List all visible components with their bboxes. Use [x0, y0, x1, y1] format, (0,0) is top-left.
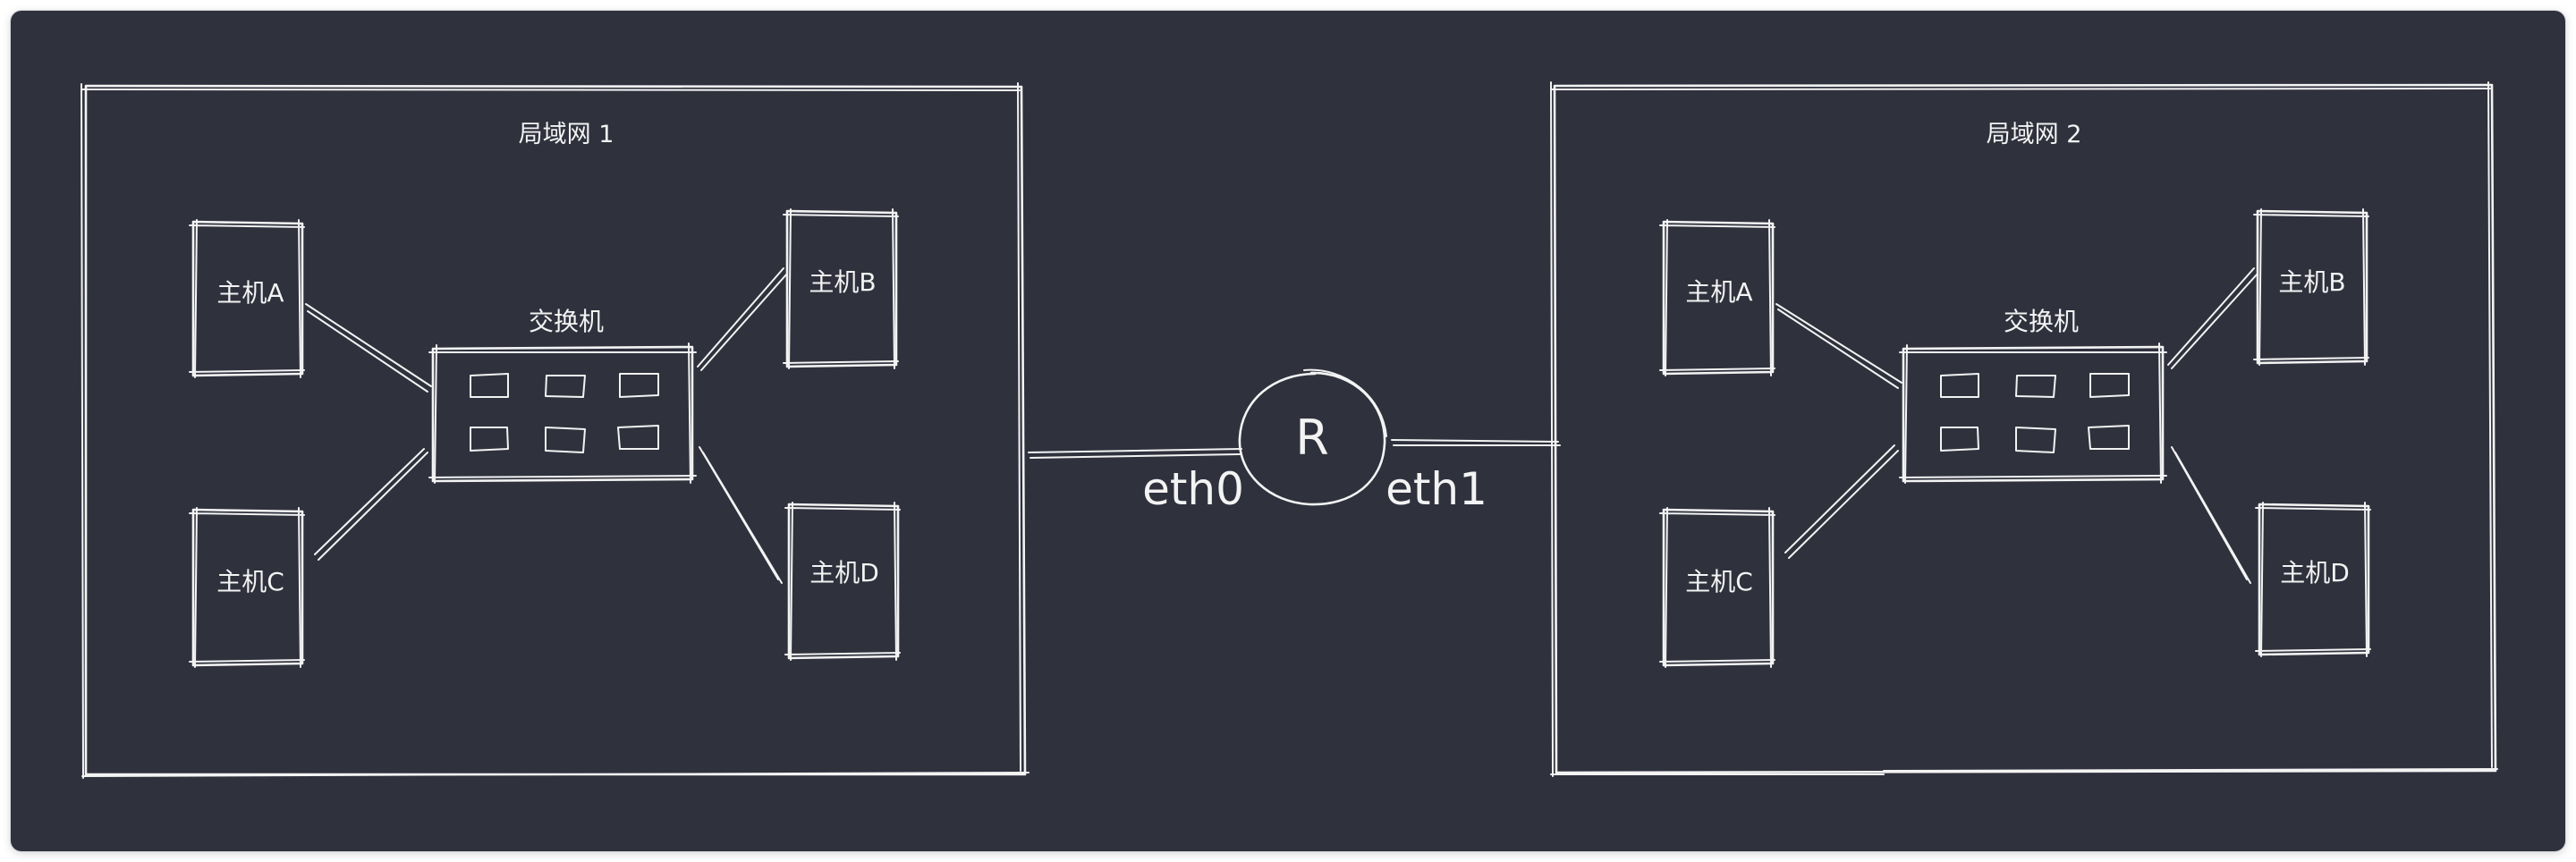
lan-1-host-d: 主机D — [784, 502, 901, 661]
lan-2: 局域网 2 交换机 主机A 主机B — [1550, 81, 2498, 777]
lan-1-border — [80, 82, 1030, 779]
lan-1-switch — [428, 342, 697, 484]
lan-2-host-a: 主机A — [1659, 219, 1775, 376]
router-node: R — [1238, 368, 1387, 506]
lan-2-host-c-label: 主机C — [1685, 567, 1753, 596]
lan-1-host-c-label: 主机C — [216, 567, 284, 596]
lan-1-host-a-label: 主机A — [216, 278, 284, 308]
lan-2-host-b: 主机B — [2253, 208, 2369, 366]
lan-1-title: 局域网 1 — [519, 121, 614, 148]
router-iface-eth0: eth0 — [1142, 463, 1244, 515]
lan-2-switch — [1899, 342, 2167, 484]
lan-2-host-d-label: 主机D — [2280, 558, 2350, 587]
lan-1-host-b: 主机B — [783, 208, 899, 369]
lan-1-host-d-label: 主机D — [809, 558, 879, 587]
lan-2-switch-ports — [1940, 373, 2130, 453]
lan-2-host-d: 主机D — [2255, 502, 2371, 657]
lan-1-host-a: 主机A — [189, 219, 305, 378]
lan-1-host-b-label: 主机B — [809, 267, 876, 297]
lan-1-links — [305, 267, 788, 584]
router-label: R — [1295, 410, 1329, 466]
lan-2-switch-label: 交换机 — [2004, 307, 2079, 336]
lan-2-links — [1775, 267, 2258, 584]
lan-2-host-a-label: 主机A — [1685, 277, 1752, 307]
lan-2-border — [1550, 81, 2498, 777]
lan-1-switch-ports — [470, 373, 659, 453]
lan-1-host-c: 主机C — [189, 507, 305, 668]
router-link-left — [1028, 448, 1242, 459]
router-link-right — [1391, 439, 1561, 446]
lan-1-switch-label: 交换机 — [529, 307, 604, 336]
router-iface-eth1: eth1 — [1385, 463, 1487, 515]
lan-2-host-c: 主机C — [1659, 507, 1775, 668]
lan-2-host-b-label: 主机B — [2278, 267, 2345, 297]
lan-1: 局域网 1 交换机 主机A 主机B — [80, 82, 1030, 779]
lan-2-title: 局域网 2 — [1987, 121, 2082, 148]
diagram-canvas — [11, 11, 2565, 851]
router: R eth0 eth1 — [1028, 368, 1561, 515]
